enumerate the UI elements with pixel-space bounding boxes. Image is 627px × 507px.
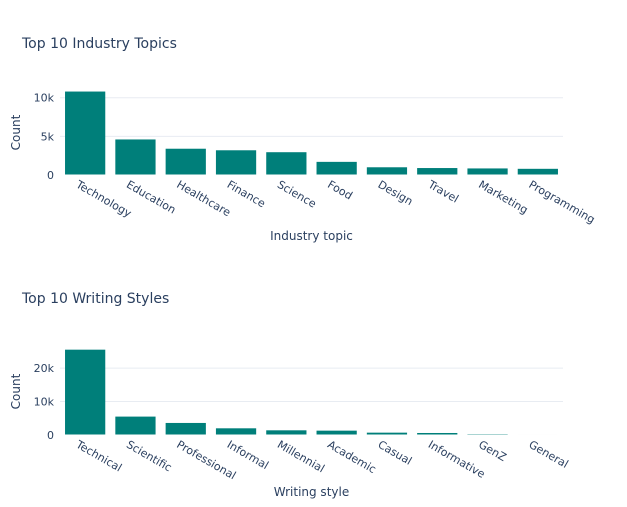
y-tick-label: 5k bbox=[41, 130, 55, 143]
bar-food[interactable] bbox=[316, 161, 357, 175]
x-tick-label: Technology bbox=[73, 178, 134, 221]
x-tick-label: Millennial bbox=[275, 438, 327, 475]
bar-informal[interactable] bbox=[215, 428, 257, 435]
bar-healthcare[interactable] bbox=[165, 148, 206, 175]
x-tick-label: Academic bbox=[325, 438, 378, 476]
x-tick-label: Finance bbox=[225, 178, 268, 210]
bar-millennial[interactable] bbox=[266, 430, 307, 435]
x-tick-label: Healthcare bbox=[174, 178, 233, 219]
y-tick-label: 10k bbox=[34, 92, 55, 105]
bar-professional[interactable] bbox=[165, 422, 206, 435]
x-tick-label: Science bbox=[275, 178, 319, 211]
x-tick-label: Scientific bbox=[124, 438, 174, 474]
x-tick-label: Technical bbox=[73, 438, 124, 475]
y-tick-label: 10k bbox=[34, 396, 55, 409]
x-axis-title: Industry topic bbox=[270, 229, 353, 243]
bar-design[interactable] bbox=[366, 167, 408, 175]
x-tick-label: GenZ bbox=[476, 438, 509, 464]
x-tick-label: Casual bbox=[376, 438, 414, 468]
bar-technical[interactable] bbox=[65, 349, 106, 435]
bar-finance[interactable] bbox=[215, 150, 257, 175]
x-tick-label: Travel bbox=[425, 178, 461, 206]
bar-scientific[interactable] bbox=[115, 416, 156, 435]
x-axis-title: Writing style bbox=[274, 485, 349, 499]
bar-education[interactable] bbox=[115, 139, 156, 175]
bar-travel[interactable] bbox=[417, 168, 458, 175]
x-tick-label: Programming bbox=[527, 178, 598, 226]
y-axis-title: Count bbox=[9, 373, 23, 409]
y-axis-title: Count bbox=[9, 114, 23, 150]
y-tick-label: 20k bbox=[34, 362, 55, 375]
bar-technology[interactable] bbox=[65, 91, 106, 175]
y-tick-label: 0 bbox=[47, 169, 54, 182]
x-tick-label: Food bbox=[325, 178, 354, 202]
chart-industry-topics-svg: 05k10kTechnologyEducationHealthcareFinan… bbox=[9, 91, 598, 243]
chart-title: Top 10 Industry Topics bbox=[22, 36, 177, 52]
bar-informative[interactable] bbox=[417, 432, 458, 435]
x-tick-label: General bbox=[527, 438, 571, 471]
chart-title: Top 10 Writing Styles bbox=[22, 291, 170, 307]
chart-writing-styles: Top 10 Writing Styles 0 10k 20k Technical Sc… bbox=[0, 253, 627, 507]
x-tick-label: Marketing bbox=[476, 178, 530, 217]
x-tick-label: Design bbox=[376, 178, 415, 208]
bar-casual[interactable] bbox=[366, 432, 408, 435]
y-tick-label: 0 bbox=[47, 429, 54, 442]
bar-science[interactable] bbox=[266, 152, 307, 175]
bar-marketing[interactable] bbox=[467, 168, 508, 175]
chart-industry-topics: Top 10 Industry Topics 0 5k 10k Technology E… bbox=[0, 0, 627, 253]
bar-programming[interactable] bbox=[517, 168, 558, 175]
bar-academic[interactable] bbox=[316, 430, 357, 435]
